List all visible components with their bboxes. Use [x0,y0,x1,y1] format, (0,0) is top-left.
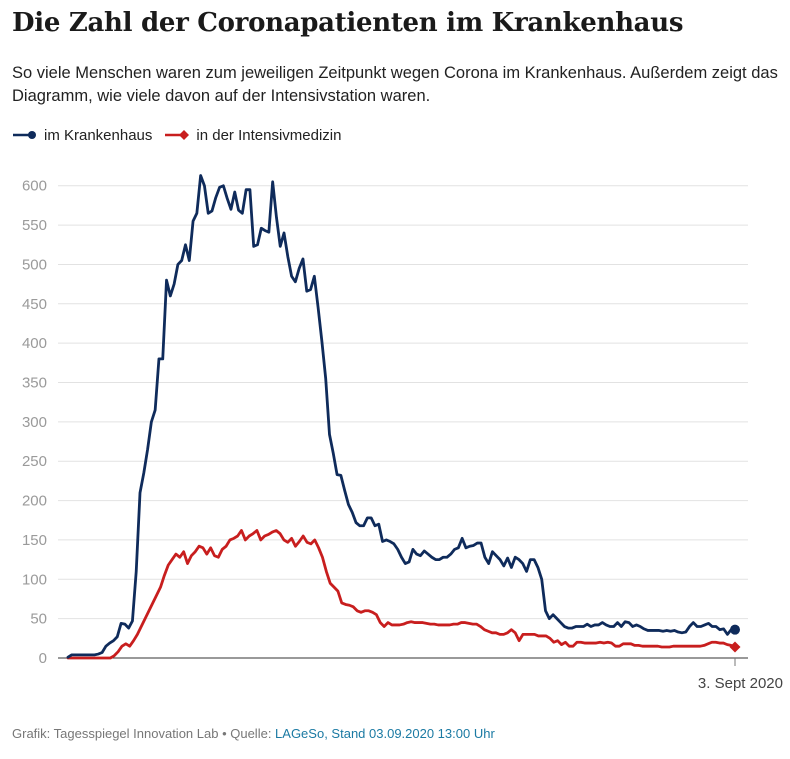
x-axis-end-label: 3. Sept 2020 [698,675,783,692]
legend-diamond-marker-icon [165,130,190,140]
y-tick-label-150: 150 [22,532,47,549]
end-point-icu [729,641,741,653]
legend-circle-marker-icon [13,131,36,139]
y-tick-label-600: 600 [22,178,47,195]
chart-footer: Grafik: Tagesspiegel Innovation Lab • Qu… [12,726,495,741]
y-tick-label-500: 500 [22,256,47,273]
y-tick-label-300: 300 [22,414,47,431]
y-tick-label-200: 200 [22,493,47,510]
chart-subtitle: So viele Menschen waren zum jeweiligen Z… [12,64,778,105]
legend-item-icu: in der Intensivmedizin [164,127,341,144]
y-tick-label-0: 0 [39,650,47,667]
line-chart: 0 50 100 150 200 250 300 350 400 450 500 550 600 3. S… [22,174,783,692]
footer-graphic-credit: Grafik: Tagesspiegel Innovation Lab [12,726,219,741]
series-line-icu [66,529,737,660]
footer-separator: • [218,726,231,741]
series-line-hospital [66,174,737,659]
footer-source-date: , Stand 03.09.2020 13:00 Uhr [324,726,495,741]
legend-label-hospital: im Krankenhaus [44,126,153,144]
y-tick-label-250: 250 [22,453,47,470]
footer-source-label: Quelle: [230,726,276,741]
footer-source-link[interactable]: LAGeSo [275,726,325,741]
y-tick-label-350: 350 [22,375,47,392]
end-point-hospital [730,624,740,635]
legend-label-icu: in der Intensivmedizin [196,126,342,144]
y-tick-label-450: 450 [22,296,47,313]
legend-item-hospital: im Krankenhaus [12,127,152,144]
y-tick-label-550: 550 [22,217,47,234]
y-tick-label-50: 50 [30,611,47,628]
chart-legend: im Krankenhaus in der Intensivmedizin [12,125,353,145]
chart-title: Die Zahl der Coronapatienten im Krankenh… [12,8,684,38]
y-tick-label-100: 100 [22,571,47,588]
y-tick-label-400: 400 [22,335,47,352]
